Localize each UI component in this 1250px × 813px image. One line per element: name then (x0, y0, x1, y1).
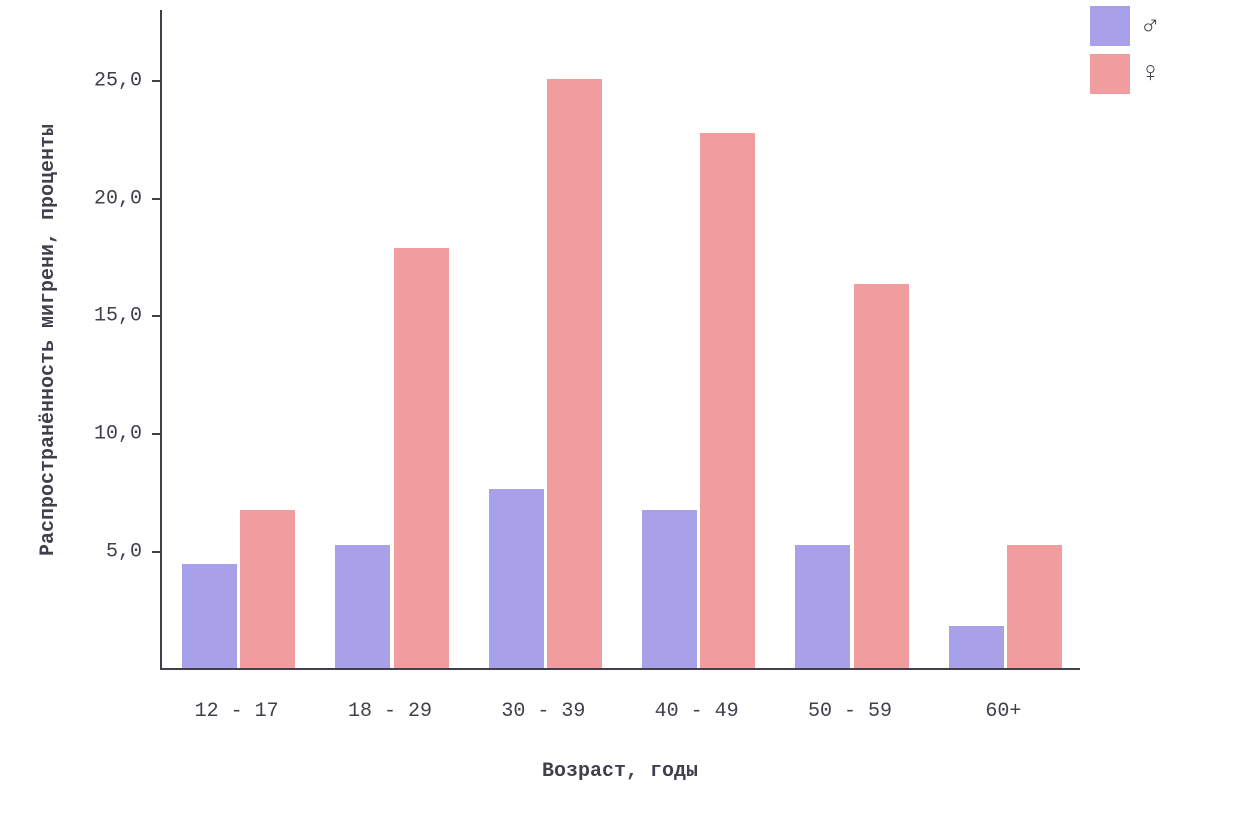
bar-male (489, 489, 544, 668)
x-tick-label: 60+ (985, 700, 1021, 723)
y-tick-label: 10,0 (82, 423, 142, 446)
y-tick-mark (152, 198, 160, 200)
x-tick-label: 12 - 17 (195, 700, 279, 723)
legend-label: ♀ (1142, 59, 1159, 90)
x-tick-label: 40 - 49 (655, 700, 739, 723)
bar-male (182, 564, 237, 668)
legend-item-female: ♀ (1090, 54, 1159, 94)
legend-swatch (1090, 54, 1130, 94)
bar-male (642, 510, 697, 668)
bar-female (854, 284, 909, 668)
migraine-prevalence-chart: Распространённость мигрени, проценты Воз… (0, 0, 1250, 813)
legend-item-male: ♂ (1090, 6, 1159, 46)
bar-female (394, 248, 449, 668)
x-tick-label: 30 - 39 (501, 700, 585, 723)
y-tick-label: 5,0 (82, 541, 142, 564)
bar-female (700, 133, 755, 668)
bar-male (335, 545, 390, 668)
x-axis-label: Возраст, годы (542, 760, 698, 783)
y-tick-label: 25,0 (82, 69, 142, 92)
legend: ♂♀ (1090, 6, 1159, 102)
y-tick-mark (152, 551, 160, 553)
bar-female (240, 510, 295, 668)
bar-male (795, 545, 850, 668)
y-tick-label: 20,0 (82, 187, 142, 210)
bar-male (949, 626, 1004, 668)
plot-area (160, 10, 1080, 670)
y-tick-label: 15,0 (82, 305, 142, 328)
bar-female (1007, 545, 1062, 668)
bar-female (547, 79, 602, 668)
legend-label: ♂ (1142, 11, 1159, 42)
y-axis-label: Распространённость мигрени, проценты (37, 124, 60, 556)
y-tick-mark (152, 80, 160, 82)
y-tick-mark (152, 315, 160, 317)
x-tick-label: 18 - 29 (348, 700, 432, 723)
legend-swatch (1090, 6, 1130, 46)
x-tick-label: 50 - 59 (808, 700, 892, 723)
y-tick-mark (152, 433, 160, 435)
